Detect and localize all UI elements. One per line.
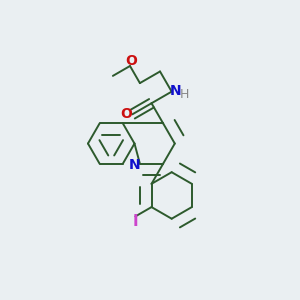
Text: O: O xyxy=(121,107,133,121)
Text: H: H xyxy=(179,88,189,101)
Text: N: N xyxy=(129,158,141,172)
Text: N: N xyxy=(170,84,182,98)
Text: I: I xyxy=(133,214,138,229)
Text: O: O xyxy=(126,55,138,68)
